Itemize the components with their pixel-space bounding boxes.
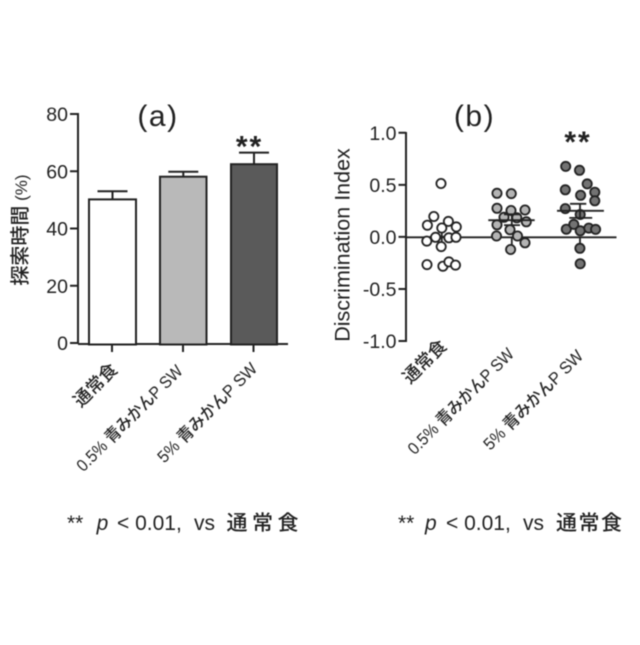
svg-text:< 0.01,: < 0.01, [117,507,182,537]
svg-text:0.0: 0.0 [369,221,396,250]
svg-text:Discrimination Index: Discrimination Index [326,148,357,342]
svg-text:0: 0 [57,327,68,356]
svg-text:p: p [96,507,109,537]
svg-text:-0.5: -0.5 [363,273,397,302]
svg-text:20: 20 [46,270,68,299]
svg-text:40: 40 [46,213,68,242]
svg-text:(a): (a) [137,91,178,135]
svg-text:1.0: 1.0 [369,117,396,146]
svg-text:通常食: 通常食 [227,507,304,537]
svg-text:p: p [424,507,437,537]
svg-text:0.5: 0.5 [369,169,396,198]
svg-text:60: 60 [46,155,68,184]
svg-text:(b): (b) [454,91,495,135]
svg-text:通常食: 通常食 [556,507,624,537]
svg-text:**: ** [398,507,414,537]
svg-text:< 0.01,: < 0.01, [446,507,511,537]
svg-text:vs: vs [194,507,215,537]
svg-text:**: ** [67,507,85,537]
svg-text:探索時間 (%): 探索時間 (%) [4,174,33,285]
svg-text:80: 80 [46,98,68,127]
svg-text:-1.0: -1.0 [363,325,397,354]
svg-text:**: ** [564,117,591,161]
svg-text:**: ** [236,121,263,165]
svg-text:vs: vs [523,507,544,537]
